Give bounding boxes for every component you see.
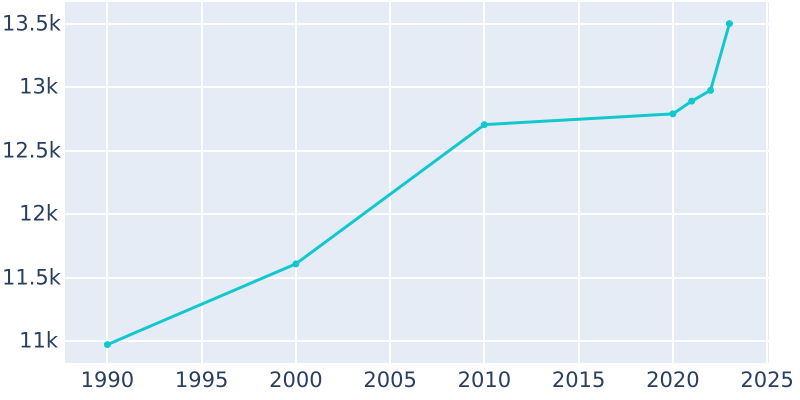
- y-tick-label: 11.5k: [2, 265, 61, 290]
- data-point-marker[interactable]: [292, 260, 300, 268]
- x-gridline: [200, 2, 203, 363]
- x-gridline: [766, 2, 769, 363]
- x-gridline: [483, 2, 486, 363]
- y-tick-label: 11k: [19, 328, 58, 353]
- x-gridline: [389, 2, 392, 363]
- y-gridline: [65, 86, 769, 89]
- plot-area[interactable]: [65, 2, 769, 363]
- data-point-marker[interactable]: [103, 341, 111, 349]
- x-gridline: [106, 2, 109, 363]
- y-tick-label: 12k: [19, 201, 58, 226]
- x-gridline: [294, 2, 297, 363]
- x-tick-label: 2015: [551, 368, 606, 392]
- x-tick-label: 2010: [457, 368, 512, 392]
- y-tick-label: 13k: [19, 74, 58, 99]
- x-tick-label: 1990: [80, 368, 135, 392]
- y-gridline: [65, 22, 769, 25]
- data-point-marker[interactable]: [707, 86, 715, 94]
- x-gridline: [577, 2, 580, 363]
- line-series: [103, 20, 733, 349]
- y-gridline: [65, 149, 769, 152]
- y-gridline: [65, 340, 769, 343]
- x-tick-label: 2000: [269, 368, 323, 392]
- series-line: [105, 22, 731, 347]
- data-point-marker[interactable]: [669, 110, 677, 118]
- data-point-marker[interactable]: [480, 121, 488, 129]
- y-tick-label: 13.5k: [2, 11, 61, 36]
- x-tick-label: 2025: [740, 368, 794, 392]
- x-gridline: [671, 2, 674, 363]
- y-gridline: [65, 213, 769, 216]
- data-point-marker[interactable]: [725, 20, 733, 28]
- y-tick-label: 12.5k: [2, 138, 61, 163]
- data-point-marker[interactable]: [688, 97, 696, 105]
- y-gridline: [65, 276, 769, 279]
- x-tick-label: 2020: [646, 368, 700, 392]
- x-tick-label: 1995: [174, 368, 229, 392]
- x-tick-label: 2005: [363, 368, 417, 392]
